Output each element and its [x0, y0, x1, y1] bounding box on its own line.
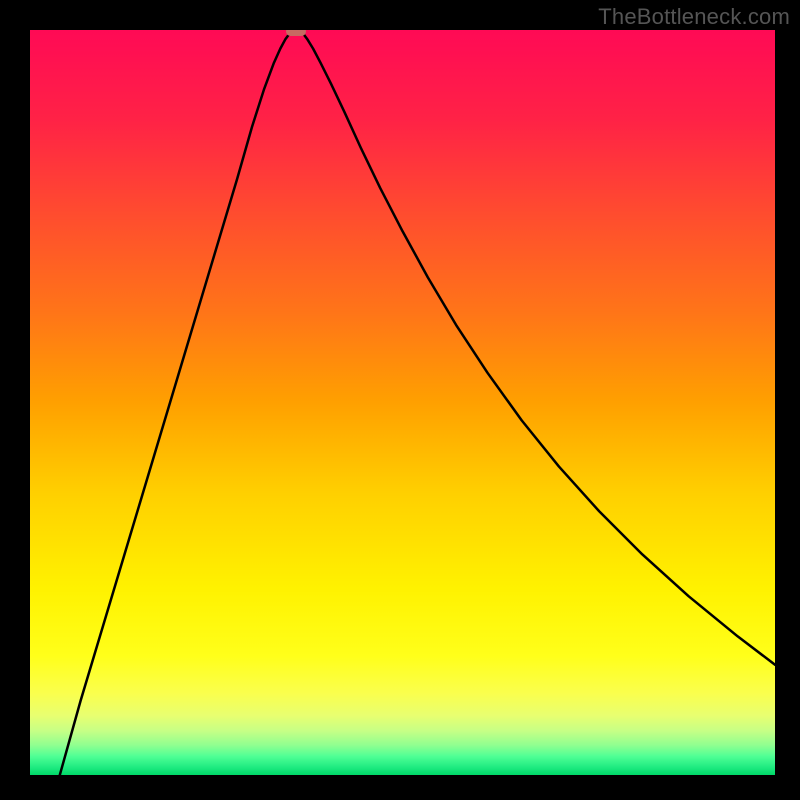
bottleneck-curve — [60, 30, 775, 775]
plot-area — [30, 30, 775, 775]
watermark-text: TheBottleneck.com — [598, 4, 790, 30]
curve-layer — [30, 30, 775, 775]
min-marker — [286, 30, 307, 36]
